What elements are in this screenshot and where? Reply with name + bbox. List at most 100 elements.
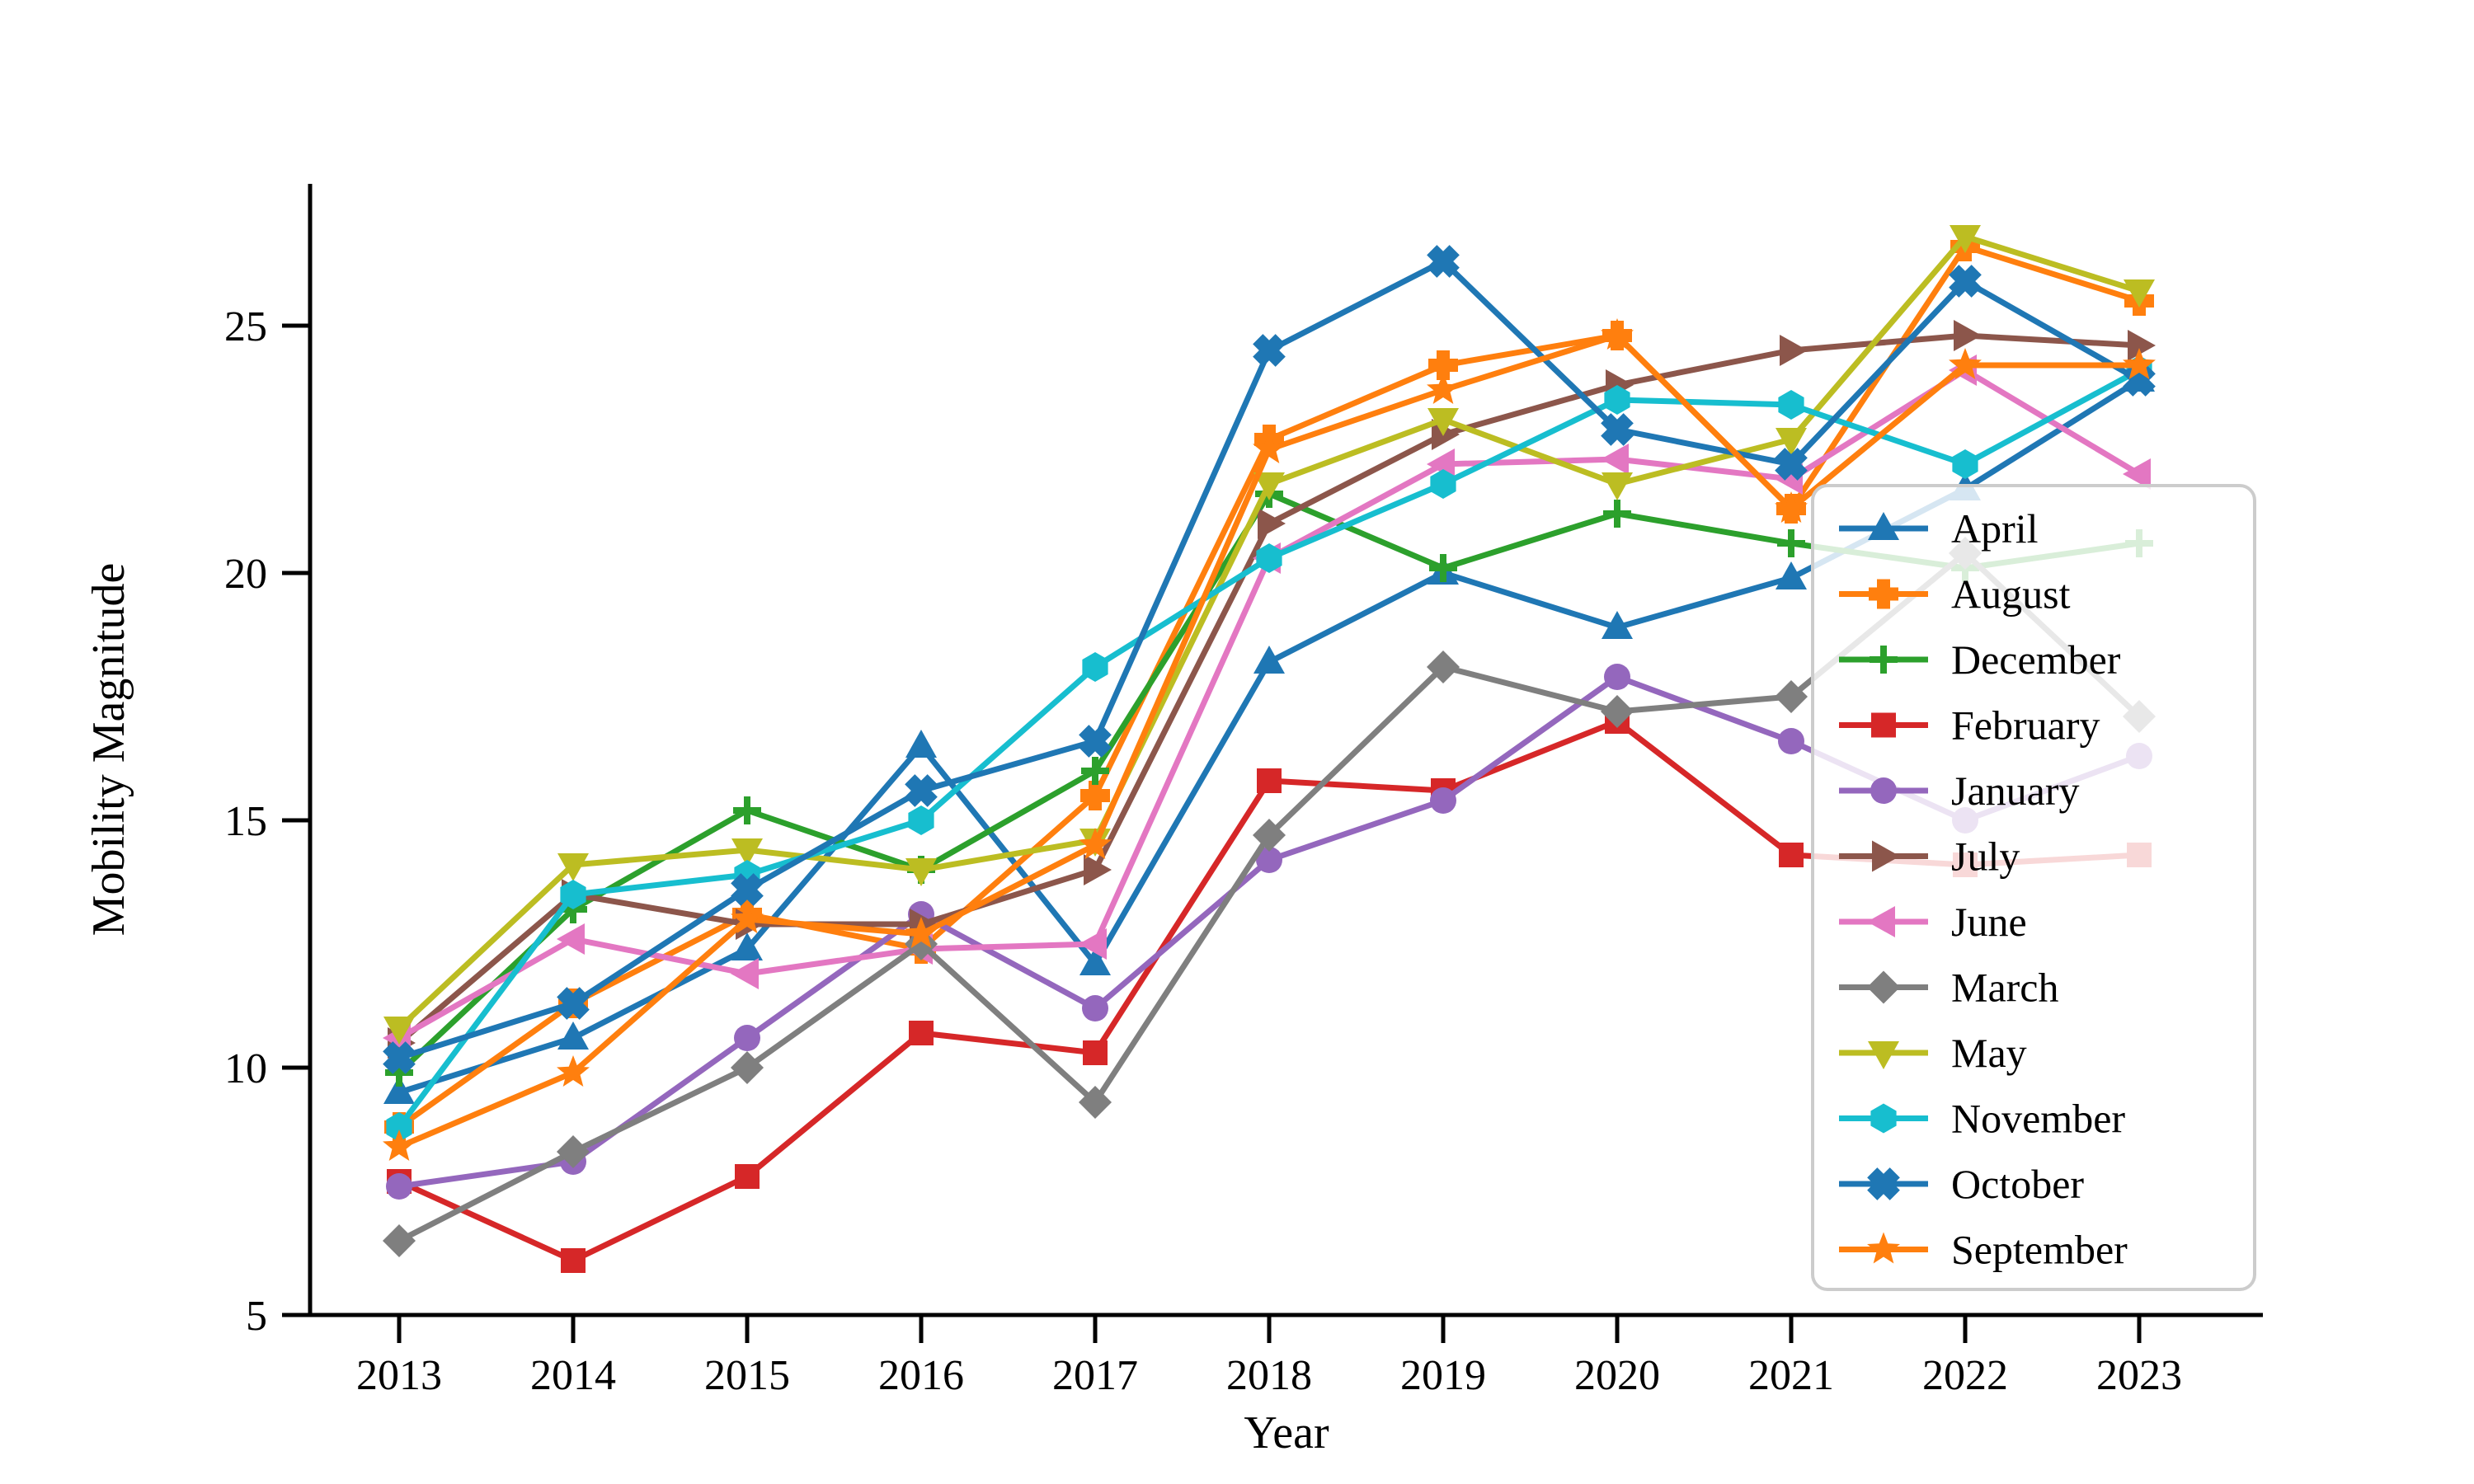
star-marker-icon	[731, 902, 764, 933]
x-marker-icon	[1601, 413, 1634, 446]
x-tick-label: 2017	[1052, 1352, 1138, 1399]
x-tick-label: 2023	[2096, 1352, 2182, 1399]
series-november	[386, 355, 2152, 1142]
triangle-down-marker-icon	[905, 858, 937, 886]
x-marker-icon	[1775, 448, 1808, 481]
triangle-left-marker-icon	[557, 923, 585, 955]
legend-label: July	[1951, 834, 2020, 880]
legend-box	[1811, 484, 2256, 1291]
y-axis-label: Mobility Magnitude	[83, 563, 134, 937]
y-tick-label: 25	[224, 303, 267, 350]
triangle-left-marker-icon	[731, 958, 759, 989]
triangle-left-marker-icon	[1079, 928, 1107, 960]
legend-item-november: November	[1839, 1096, 2125, 1142]
hexagon-marker-icon	[1778, 390, 1804, 420]
star-marker-icon	[557, 1055, 590, 1087]
legend-label: November	[1951, 1096, 2125, 1142]
triangle-down-marker-icon	[731, 838, 763, 866]
triangle-down-marker-icon	[1868, 1041, 1899, 1069]
hexagon-marker-icon	[560, 880, 586, 909]
y-tick-label: 15	[224, 798, 267, 845]
plus-filled-marker-icon	[1080, 781, 1110, 810]
x-tick-label: 2016	[878, 1352, 964, 1399]
triangle-left-marker-icon	[1601, 444, 1629, 475]
series-september	[383, 318, 2156, 1161]
triangle-down-marker-icon	[1427, 408, 1459, 436]
diamond-marker-icon	[1427, 650, 1460, 683]
legend-item-october: October	[1839, 1161, 2084, 1207]
legend-item-august: August	[1839, 571, 2071, 618]
triangle-up-marker-icon	[905, 730, 937, 758]
triangle-up-marker-icon	[1776, 561, 1807, 589]
diamond-marker-icon	[1079, 1086, 1112, 1119]
diamond-marker-icon	[1601, 695, 1634, 728]
hexagon-marker-icon	[1952, 449, 1978, 479]
legend-item-december: December	[1839, 636, 2121, 683]
triangle-down-marker-icon	[557, 853, 589, 881]
x-tick-label: 2022	[1922, 1352, 2008, 1399]
square-marker-icon	[1257, 768, 1282, 793]
hexagon-marker-icon	[1604, 385, 1630, 415]
circle-marker-icon	[1604, 664, 1630, 690]
x-marker-icon	[1253, 334, 1286, 367]
legend-item-march: March	[1839, 965, 2059, 1011]
legend-label: April	[1951, 505, 2039, 552]
square-marker-icon	[1779, 843, 1804, 867]
circle-marker-icon	[1082, 995, 1108, 1021]
legend-item-april: April	[1839, 505, 2039, 552]
circle-marker-icon	[1430, 787, 1456, 814]
x-marker-icon	[731, 873, 764, 906]
triangle-right-marker-icon	[1954, 320, 1982, 351]
triangle-up-marker-icon	[1079, 947, 1111, 975]
square-marker-icon	[561, 1248, 586, 1273]
diamond-marker-icon	[1253, 819, 1286, 852]
triangle-up-marker-icon	[1253, 646, 1285, 674]
star-marker-icon	[1867, 1232, 1900, 1264]
triangle-down-marker-icon	[1253, 472, 1285, 500]
circle-marker-icon	[1778, 728, 1804, 754]
triangle-right-marker-icon	[1258, 508, 1286, 539]
plus-filled-marker-icon	[1428, 350, 1458, 380]
legend-label: August	[1951, 571, 2071, 618]
square-marker-icon	[735, 1164, 760, 1189]
x-marker-icon	[905, 774, 938, 807]
plus-marker-icon	[1081, 757, 1109, 785]
triangle-right-marker-icon	[2128, 330, 2156, 361]
x-tick-label: 2014	[530, 1352, 616, 1399]
circle-marker-icon	[1870, 777, 1897, 804]
triangle-down-marker-icon	[1950, 225, 1981, 253]
x-tick-label: 2018	[1226, 1352, 1312, 1399]
triangle-up-marker-icon	[383, 1076, 415, 1104]
series-may	[383, 225, 2155, 1045]
legend-label: September	[1951, 1227, 2128, 1273]
square-marker-icon	[1083, 1040, 1108, 1065]
triangle-right-marker-icon	[1084, 854, 1112, 885]
triangle-left-marker-icon	[2123, 458, 2151, 490]
diamond-marker-icon	[557, 1135, 590, 1168]
triangle-down-marker-icon	[2124, 279, 2155, 308]
plus-marker-icon	[1777, 529, 1805, 557]
hexagon-marker-icon	[1430, 469, 1456, 499]
star-marker-icon	[1253, 432, 1286, 463]
legend-label: February	[1951, 702, 2100, 749]
circle-marker-icon	[734, 1025, 760, 1051]
x-tick-label: 2021	[1748, 1352, 1834, 1399]
hexagon-marker-icon	[386, 1112, 412, 1142]
square-marker-icon	[1871, 712, 1896, 738]
legend-label: June	[1951, 899, 2027, 945]
legend-label: December	[1951, 636, 2121, 683]
triangle-right-marker-icon	[1872, 840, 1900, 872]
x-axis-label: Year	[1244, 1407, 1329, 1458]
x-tick-label: 2020	[1574, 1352, 1660, 1399]
hexagon-marker-icon	[1870, 1103, 1897, 1134]
hexagon-marker-icon	[1256, 543, 1282, 573]
x-tick-label: 2015	[704, 1352, 790, 1399]
x-marker-icon	[1867, 1167, 1900, 1200]
triangle-down-marker-icon	[383, 1017, 415, 1045]
triangle-up-marker-icon	[557, 1021, 589, 1050]
triangle-right-marker-icon	[1780, 335, 1808, 366]
y-tick-label: 5	[246, 1293, 267, 1340]
diamond-marker-icon	[1867, 970, 1900, 1004]
